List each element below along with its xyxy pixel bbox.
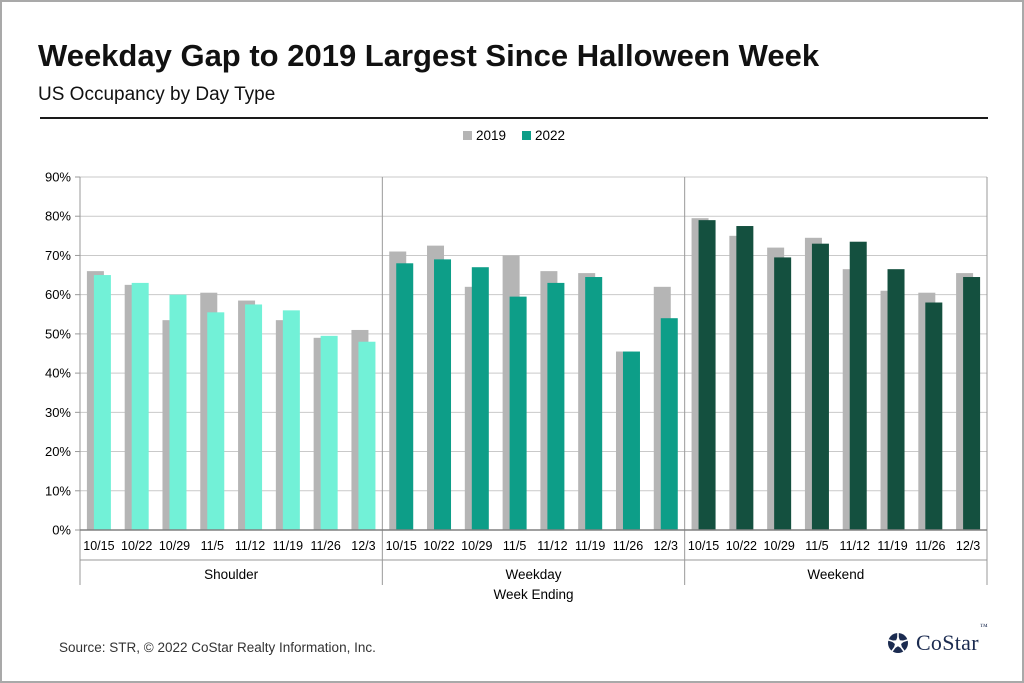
- x-tick-label: 10/15: [688, 539, 719, 553]
- bar-2022: [434, 259, 452, 530]
- x-tick-label: 11/26: [915, 539, 945, 553]
- y-tick-label: 0%: [52, 523, 71, 538]
- bar-2022: [660, 318, 678, 530]
- x-tick-label: 11/26: [613, 539, 643, 553]
- x-tick-label: 11/5: [201, 539, 224, 553]
- bar-2022: [131, 282, 149, 530]
- bar-2022: [358, 341, 376, 530]
- x-tick-label: 10/29: [764, 539, 795, 553]
- bar-2022: [925, 302, 943, 530]
- bar-2022: [849, 241, 867, 530]
- x-tick-label: 11/5: [805, 539, 828, 553]
- bar-2022: [585, 277, 603, 530]
- bar-2022: [282, 310, 300, 530]
- legend-swatch-2019: [462, 131, 472, 140]
- source-note: Source: STR, © 2022 CoStar Realty Inform…: [59, 640, 376, 655]
- legend-item-2022: 2022: [522, 128, 565, 143]
- x-tick-label: 11/12: [840, 539, 870, 553]
- x-tick-label: 11/12: [537, 539, 567, 553]
- legend-label-2019: 2019: [475, 128, 506, 143]
- group-label: Weekday: [505, 567, 561, 582]
- costar-logo: CoStar™: [886, 622, 988, 656]
- bar-2022: [93, 275, 111, 530]
- x-tick-label: 11/26: [310, 539, 340, 553]
- bar-2022: [698, 220, 716, 530]
- x-tick-label: 12/3: [351, 539, 375, 553]
- bar-2022: [245, 304, 263, 530]
- y-tick-label: 40%: [45, 366, 71, 381]
- group-label: Weekend: [807, 567, 864, 582]
- y-tick-label: 60%: [45, 287, 71, 302]
- y-tick-label: 70%: [45, 248, 71, 263]
- title-divider: [40, 117, 988, 119]
- bar-2022: [396, 263, 414, 530]
- page-subtitle: US Occupancy by Day Type: [38, 84, 276, 105]
- x-tick-label: 10/29: [159, 539, 190, 553]
- x-tick-label: 10/15: [386, 539, 417, 553]
- bar-2022: [811, 243, 829, 530]
- trademark-symbol: ™: [979, 622, 988, 631]
- x-tick-label: 10/22: [726, 539, 757, 553]
- y-tick-label: 50%: [45, 326, 71, 341]
- bar-2022: [207, 312, 225, 530]
- x-tick-label: 10/29: [461, 539, 492, 553]
- bar-2022: [509, 296, 527, 530]
- bar-2022: [622, 351, 640, 530]
- x-tick-label: 10/22: [121, 539, 152, 553]
- bar-2022: [774, 257, 792, 530]
- group-label: Shoulder: [204, 567, 259, 582]
- bar-2022: [169, 294, 187, 530]
- bar-2022: [963, 277, 981, 530]
- legend-item-2019: 2019: [462, 128, 506, 143]
- x-tick-label: 11/5: [503, 539, 526, 553]
- y-tick-label: 90%: [45, 170, 71, 185]
- page-title: Weekday Gap to 2019 Largest Since Hallow…: [38, 38, 820, 73]
- x-tick-label: 11/19: [877, 539, 907, 553]
- x-tick-label: 10/15: [83, 539, 114, 553]
- legend-label-2022: 2022: [535, 128, 566, 143]
- y-tick-label: 80%: [45, 209, 71, 224]
- y-tick-label: 10%: [45, 483, 71, 498]
- bar-2022: [471, 267, 489, 530]
- costar-logo-text: CoStar™: [915, 622, 988, 655]
- x-tick-label: 10/22: [423, 539, 454, 553]
- x-tick-label: 11/19: [273, 539, 303, 553]
- legend-swatch-2022: [522, 131, 531, 140]
- bar-2022: [736, 226, 754, 530]
- x-tick-label: 11/12: [235, 539, 265, 553]
- chart-legend: 2019 2022: [2, 128, 1022, 143]
- x-tick-label: 12/3: [654, 539, 678, 553]
- bar-2022: [547, 282, 565, 530]
- x-tick-label: 12/3: [956, 539, 980, 553]
- y-tick-label: 20%: [45, 444, 71, 459]
- bar-2022: [320, 335, 338, 530]
- costar-logo-icon: [887, 632, 909, 653]
- bar-2022: [887, 269, 905, 530]
- x-axis-title: Week Ending: [493, 587, 573, 602]
- y-tick-label: 30%: [45, 405, 71, 420]
- x-tick-label: 11/19: [575, 539, 605, 553]
